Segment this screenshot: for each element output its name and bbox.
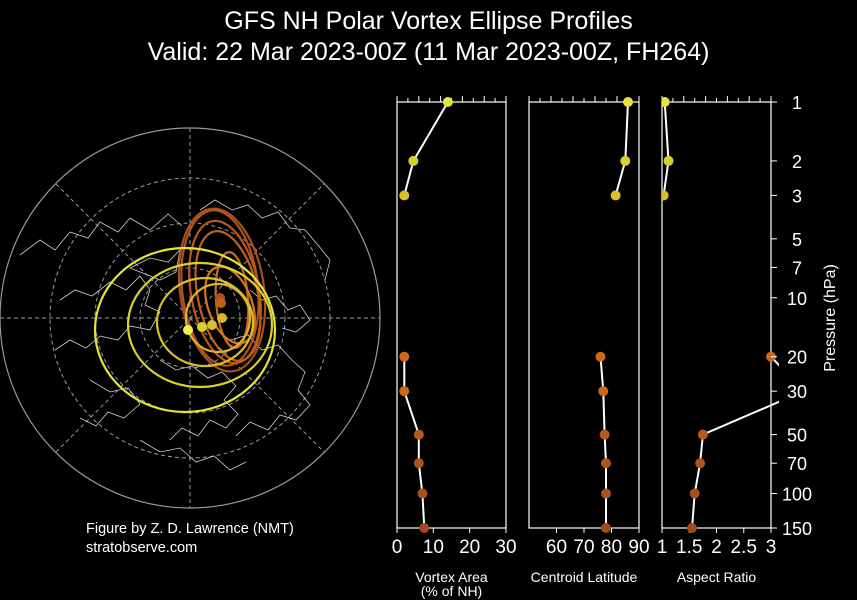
y-tick-label: 100 [782, 485, 812, 505]
data-point [697, 429, 708, 440]
x-tick-label: 0 [392, 537, 403, 558]
pressure-axis: 1 2 3 5 7 10 20 30 50 70 100 150 Pressure (hPa) [771, 93, 839, 539]
profile-line [691, 356, 779, 529]
ellipse-3hpa [126, 261, 274, 389]
data-point [662, 97, 670, 107]
x-tick-label: 1 [657, 537, 668, 558]
x-axis-label: Centroid Latitude [531, 569, 638, 585]
profile-line [662, 101, 670, 196]
data-point [686, 523, 697, 533]
x-tick-label: 90 [628, 537, 649, 558]
panel-centroid-latitude: 60 70 80 90 Centroid Latitude [528, 96, 650, 585]
x-tick-label: 3 [766, 537, 777, 558]
data-point [601, 523, 611, 533]
data-point [599, 429, 610, 440]
profile-panels: 0 10 20 30 Vortex Area(% of NH) 60 70 80 90 Centr… [392, 93, 839, 599]
x-axis-label: Aspect Ratio [677, 569, 757, 585]
chart-title: GFS NH Polar Vortex Ellipse Profiles [224, 7, 633, 35]
centroid-marker [216, 298, 226, 308]
x-tick-label: 2.5 [731, 537, 757, 558]
data-point [399, 351, 410, 362]
ellipse-50hpa [194, 230, 262, 362]
y-tick-label: 20 [787, 348, 807, 368]
panel-frame [661, 101, 772, 529]
panel-vortex-area: 0 10 20 30 Vortex Area(% of NH) [392, 96, 517, 599]
chart-subtitle: Valid: 22 Mar 2023-00Z (11 Mar 2023-00Z,… [147, 38, 710, 66]
panel-aspect-ratio: 1 1.5 2 2.5 3 Aspect Ratio [657, 96, 779, 585]
y-tick-label: 1 [792, 93, 802, 113]
y-tick-label: 50 [787, 426, 807, 446]
profile-line [403, 101, 449, 196]
data-point [595, 351, 606, 362]
y-tick-label: 7 [792, 258, 802, 278]
ellipse-150hpa [177, 207, 267, 373]
x-tick-label: 70 [573, 537, 594, 558]
y-tick-label: 10 [787, 289, 807, 309]
panel-frame [528, 101, 640, 529]
x-axis-label: (% of NH) [421, 583, 482, 599]
x-tick-label: 2 [711, 537, 722, 558]
data-point [689, 488, 700, 499]
x-tick-label: 60 [546, 537, 567, 558]
x-tick-label: 1.5 [676, 537, 702, 558]
data-point [663, 155, 674, 166]
centroid-marker [217, 313, 227, 323]
data-point [417, 488, 428, 499]
centroid-marker [197, 322, 207, 332]
data-point [598, 386, 609, 397]
x-tick-label: 20 [459, 537, 480, 558]
centroid-marker [207, 320, 217, 330]
data-point [408, 155, 419, 166]
data-point [610, 190, 621, 201]
polar-map [0, 127, 381, 509]
x-tick-label: 30 [495, 537, 516, 558]
profile-line [403, 356, 426, 529]
x-tick-label: 80 [601, 537, 622, 558]
data-point [442, 97, 453, 107]
ellipse-20hpa [204, 265, 256, 345]
ellipse-10hpa [184, 282, 252, 354]
data-point [623, 97, 633, 107]
data-point [601, 458, 611, 469]
data-point [620, 155, 631, 166]
data-point [695, 458, 706, 469]
y-axis-label: Pressure (hPa) [822, 264, 839, 372]
data-point [399, 386, 410, 397]
data-point [399, 190, 410, 201]
y-tick-label: 70 [787, 454, 807, 474]
credit-website: stratobserve.com [86, 540, 198, 556]
credit-author: Figure by Z. D. Lawrence (NMT) [86, 521, 294, 537]
ellipse-1hpa [93, 246, 277, 414]
data-point [413, 458, 424, 469]
centroid-markers [183, 293, 227, 335]
profile-line [599, 356, 607, 528]
y-tick-label: 150 [782, 519, 812, 539]
centroid-marker [183, 325, 193, 335]
vortex-ellipses [93, 207, 277, 414]
data-point [413, 429, 424, 440]
data-point [419, 523, 430, 533]
x-tick-label: 10 [423, 537, 444, 558]
data-point [601, 488, 611, 499]
data-point [662, 190, 669, 201]
y-tick-label: 2 [792, 152, 802, 172]
map-graticule [0, 128, 380, 508]
x-axis-label: Vortex Area [415, 569, 488, 585]
ellipse-5hpa [155, 276, 255, 368]
profile-line [614, 101, 629, 196]
y-tick-label: 30 [787, 382, 807, 402]
y-tick-label: 5 [792, 230, 802, 250]
y-tick-label: 3 [792, 186, 802, 206]
